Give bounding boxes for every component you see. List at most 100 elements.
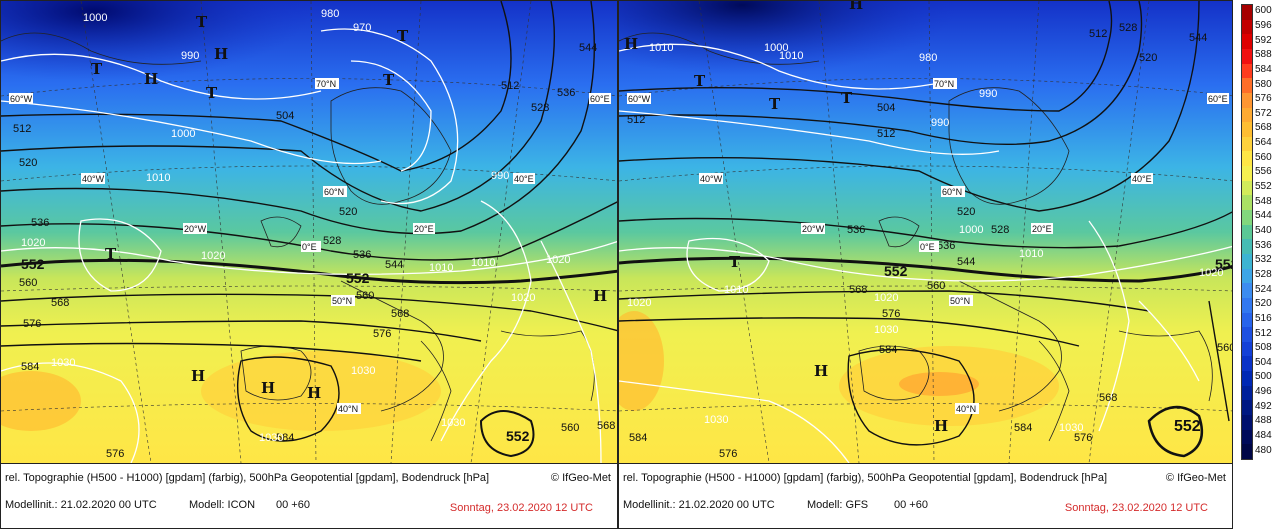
lon-label: 40°W	[700, 174, 723, 184]
isobar-label: 990	[979, 88, 997, 100]
isoline-label: 528	[323, 235, 341, 247]
lon-label: 40°E	[1132, 174, 1152, 184]
legend-swatch	[1242, 166, 1252, 182]
lon-label: 20°W	[802, 224, 825, 234]
legend-value: 520	[1255, 298, 1272, 310]
isobar-label: 1030	[351, 365, 375, 377]
legend-swatch	[1242, 19, 1252, 35]
legend-value: 488	[1255, 415, 1272, 427]
cold-core-shading	[1, 1, 617, 201]
legend-swatch	[1242, 63, 1252, 79]
pressure-isobars	[1, 28, 617, 463]
warm-area-shading	[899, 372, 979, 396]
legend-value: 480	[1255, 444, 1272, 456]
isoline-label: 568	[51, 297, 69, 309]
legend-value: 572	[1255, 107, 1272, 119]
legend-swatch	[1242, 356, 1252, 372]
legend-swatch	[1242, 312, 1252, 328]
isoline-label: 568	[849, 284, 867, 296]
isoline-label: 512	[13, 123, 31, 135]
isoline-label: 504	[276, 110, 294, 122]
caption-model-init: Modellinit.: 21.02.2020 00 UTC	[5, 499, 157, 511]
isoline-label: 536	[353, 249, 371, 261]
isoline-label: 536	[937, 240, 955, 252]
isoline-label: 512	[877, 128, 895, 140]
isoline-label: 536	[31, 217, 49, 229]
isoline-label: 576	[373, 328, 391, 340]
caption-model-init: Modellinit.: 21.02.2020 00 UTC	[623, 499, 775, 511]
isoline-label: 584	[276, 432, 294, 444]
low-center-t: T	[383, 71, 395, 89]
legend-value: 536	[1255, 239, 1272, 251]
legend-value: 544	[1255, 210, 1272, 222]
isobar-label: 1020	[21, 237, 45, 249]
legend-value: 596	[1255, 19, 1272, 31]
pressure-centers: T T T T T T H H H H H H	[91, 13, 607, 402]
legend-swatch	[1242, 429, 1252, 445]
isoline-label: 552	[884, 263, 908, 279]
isoline-label: 584	[879, 344, 897, 356]
color-legend: 600 596 592 588 584 580 576 572 568 564 560 556 552 5…	[1239, 4, 1280, 460]
legend-value: 584	[1255, 63, 1272, 75]
isoline-label: 528	[991, 224, 1009, 236]
legend-swatch	[1242, 444, 1252, 460]
isoline-label: 576	[23, 318, 41, 330]
pressure-centers: H H T T T T H H	[624, 1, 948, 435]
lon-label: 20°W	[184, 224, 207, 234]
low-center-t: T	[841, 89, 853, 107]
warm-area-shading	[1, 371, 81, 431]
legend-swatch	[1242, 341, 1252, 357]
lat-label: 70°N	[934, 79, 954, 89]
isobar-label: 1020	[201, 250, 225, 262]
low-center-t: T	[397, 27, 409, 45]
legend-swatch	[1242, 239, 1252, 255]
low-center-t: T	[694, 72, 706, 90]
caption-forecast-step: 00 +60	[894, 499, 928, 511]
high-center-h: H	[849, 1, 863, 13]
map-panel-gfs: 504 512 512 520 528 536 536 544 552 552 …	[618, 0, 1233, 529]
isobar-label: 1010	[779, 50, 803, 62]
isobar-label: 980	[321, 8, 339, 20]
legend-swatch	[1242, 371, 1252, 387]
isobar-label: 1020	[1199, 267, 1223, 279]
caption-title: rel. Topographie (H500 - H1000) [gpdam] …	[5, 472, 490, 484]
lon-label: 0°E	[920, 242, 935, 252]
isobar-label: 980	[919, 52, 937, 64]
legend-swatch	[1242, 78, 1252, 94]
legend-value: 532	[1255, 254, 1272, 266]
legend-swatch	[1242, 385, 1252, 401]
legend-swatch	[1242, 5, 1252, 21]
isoline-label: 584	[629, 432, 647, 444]
isoline-label: 544	[385, 259, 403, 271]
isoline-label: 544	[957, 256, 975, 268]
isobar-label: 1000	[171, 128, 195, 140]
isoline-label: 520	[19, 157, 37, 169]
forecast-map-icon: 504 512 520 520 528 536 536 544 552 552 …	[1, 1, 617, 463]
isoline-label: 584	[21, 361, 39, 373]
lon-label: 40°E	[514, 174, 534, 184]
isoline-label: 536	[847, 224, 865, 236]
legend-value: 564	[1255, 137, 1272, 149]
legend-value: 548	[1255, 195, 1272, 207]
legend-swatch	[1242, 151, 1252, 167]
isobar-labels: 1000 1010 1010 990 980 990 1000 1010 101…	[627, 42, 1223, 434]
legend-swatch	[1242, 327, 1252, 343]
legend-value: 552	[1255, 181, 1272, 193]
isoline-labels: 504 512 512 520 528 536 536 544 552 552 …	[627, 22, 1232, 460]
isobar-label: 1020	[874, 292, 898, 304]
isobar-label: 1010	[724, 284, 748, 296]
high-center-h: H	[214, 45, 228, 63]
isobar-label: 1010	[649, 42, 673, 54]
isoline-label: 576	[106, 448, 124, 460]
isoline-label: 528	[1119, 22, 1137, 34]
lon-label: 60°W	[10, 94, 33, 104]
isobar-label: 1000	[83, 12, 107, 24]
legend-value: 492	[1255, 400, 1272, 412]
legend-swatch	[1242, 400, 1252, 416]
lon-label: 60°E	[590, 94, 610, 104]
isoline-label: 552	[346, 270, 370, 286]
isobar-labels: 1000 990 970 980 1000 1010 990 1020 1010…	[21, 8, 570, 444]
legend-value: 580	[1255, 78, 1272, 90]
isoline-label: 528	[531, 102, 549, 114]
legend-value: 588	[1255, 49, 1272, 61]
